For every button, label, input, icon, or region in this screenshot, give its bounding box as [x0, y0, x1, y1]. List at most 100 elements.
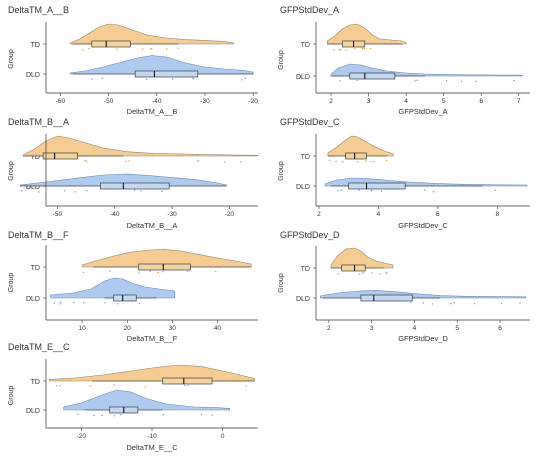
data-point — [151, 47, 153, 50]
data-point — [149, 270, 151, 272]
data-point — [340, 189, 343, 191]
data-point — [93, 414, 95, 416]
data-point — [215, 270, 217, 272]
category-label-DLD: DLD — [296, 74, 310, 81]
x-tick-label: 3 — [367, 98, 371, 105]
x-tick-label: -50 — [104, 98, 114, 105]
data-point — [337, 190, 339, 192]
y-axis-label: Group — [8, 273, 15, 293]
y-axis-label: Group — [8, 386, 15, 406]
data-point — [335, 160, 337, 163]
panel-DeltaTM_E__C: DeltaTM_E__C Group TD DLD -20 -10 0 DeltaTM_E__… — [8, 342, 258, 452]
x-tick-label: -10 — [147, 433, 157, 440]
density-TD — [327, 23, 407, 45]
y-axis-label: Group — [278, 50, 285, 70]
data-point — [138, 272, 140, 274]
density-TD — [49, 364, 255, 382]
box-TD — [42, 152, 78, 160]
density-DLD — [63, 389, 230, 411]
data-point — [177, 47, 179, 49]
data-point — [385, 159, 388, 162]
data-point — [88, 47, 90, 50]
data-point — [104, 302, 106, 304]
x-tick-label: 5 — [442, 98, 446, 105]
data-point — [63, 190, 66, 192]
category-label-TD: TD — [31, 42, 40, 49]
density-DLD — [320, 290, 526, 299]
panel-title: DeltaTM_B__F — [8, 230, 69, 240]
data-point — [241, 79, 243, 81]
x-axis-label: GFPStdDev_C — [398, 221, 448, 230]
x-tick-label: 2 — [317, 211, 321, 218]
category-label-TD: TD — [31, 265, 40, 272]
x-axis-label: GFPStdDev_D — [398, 334, 448, 343]
data-point — [142, 48, 144, 50]
panel-title: GFPStdDev_A — [280, 5, 339, 15]
data-point — [339, 80, 341, 82]
data-point — [113, 384, 115, 386]
x-tick-label: -60 — [56, 98, 66, 105]
data-point — [354, 48, 356, 50]
data-point — [144, 386, 146, 388]
box-TD — [162, 377, 213, 385]
data-point — [424, 189, 426, 191]
data-point — [86, 190, 88, 192]
data-point — [445, 80, 448, 82]
x-tick-label: 7 — [517, 98, 521, 105]
data-point — [432, 191, 435, 193]
data-point — [370, 161, 372, 163]
data-point — [224, 161, 226, 163]
data-point — [161, 190, 163, 193]
density-TD — [330, 247, 394, 269]
box-TD — [345, 152, 367, 160]
data-point — [342, 161, 344, 163]
panel-GFPStdDev_C: GFPStdDev_C Group TD DLD 2 4 6 8 GFPStdDev_C — [278, 117, 530, 230]
data-point — [371, 272, 373, 274]
panel-DeltaTM_B__F: DeltaTM_B__F Group TD DLD 10 20 30 40 DeltaTM_B_… — [8, 230, 258, 343]
data-point — [422, 302, 425, 304]
data-point — [21, 190, 23, 192]
box-TD — [341, 264, 366, 272]
category-label-DLD: DLD — [26, 184, 40, 191]
data-point — [56, 385, 58, 387]
x-tick-label: 6 — [498, 325, 502, 332]
data-point — [198, 160, 200, 162]
data-point — [77, 413, 79, 415]
data-point — [125, 161, 127, 163]
category-label-TD: TD — [301, 266, 310, 273]
data-point — [410, 301, 412, 303]
x-tick-label: 8 — [495, 211, 499, 218]
category-label-DLD: DLD — [26, 408, 40, 415]
density-DLD — [50, 277, 175, 299]
x-tick-label: 40 — [214, 325, 222, 332]
x-tick-label: 2 — [327, 325, 331, 332]
data-point — [59, 385, 61, 387]
x-tick-label: 4 — [404, 98, 408, 105]
x-tick-label: 30 — [169, 325, 177, 332]
data-point — [91, 78, 93, 80]
data-point — [140, 190, 142, 192]
x-tick-label: -50 — [53, 211, 63, 218]
category-label-DLD: DLD — [296, 296, 310, 303]
x-tick-label: -30 — [200, 98, 210, 105]
panel-title: DeltaTM_A__B — [8, 5, 69, 15]
category-label-DLD: DLD — [26, 296, 40, 303]
density-TD — [69, 23, 235, 45]
category-label-DLD: DLD — [296, 184, 310, 191]
data-point — [192, 77, 194, 80]
data-point — [113, 415, 116, 417]
x-tick-label: 4 — [413, 325, 417, 332]
data-point — [245, 385, 247, 387]
data-point — [85, 160, 88, 163]
box-TD — [91, 40, 131, 48]
data-point — [431, 303, 433, 305]
data-point — [82, 271, 85, 274]
x-axis-label: GFPStdDev_A — [398, 107, 447, 116]
data-point — [172, 78, 174, 80]
data-point — [332, 49, 335, 51]
density-DLD — [69, 55, 254, 75]
data-point — [84, 159, 86, 162]
density-TD — [327, 135, 394, 157]
data-point — [128, 160, 130, 162]
data-point — [244, 77, 246, 80]
